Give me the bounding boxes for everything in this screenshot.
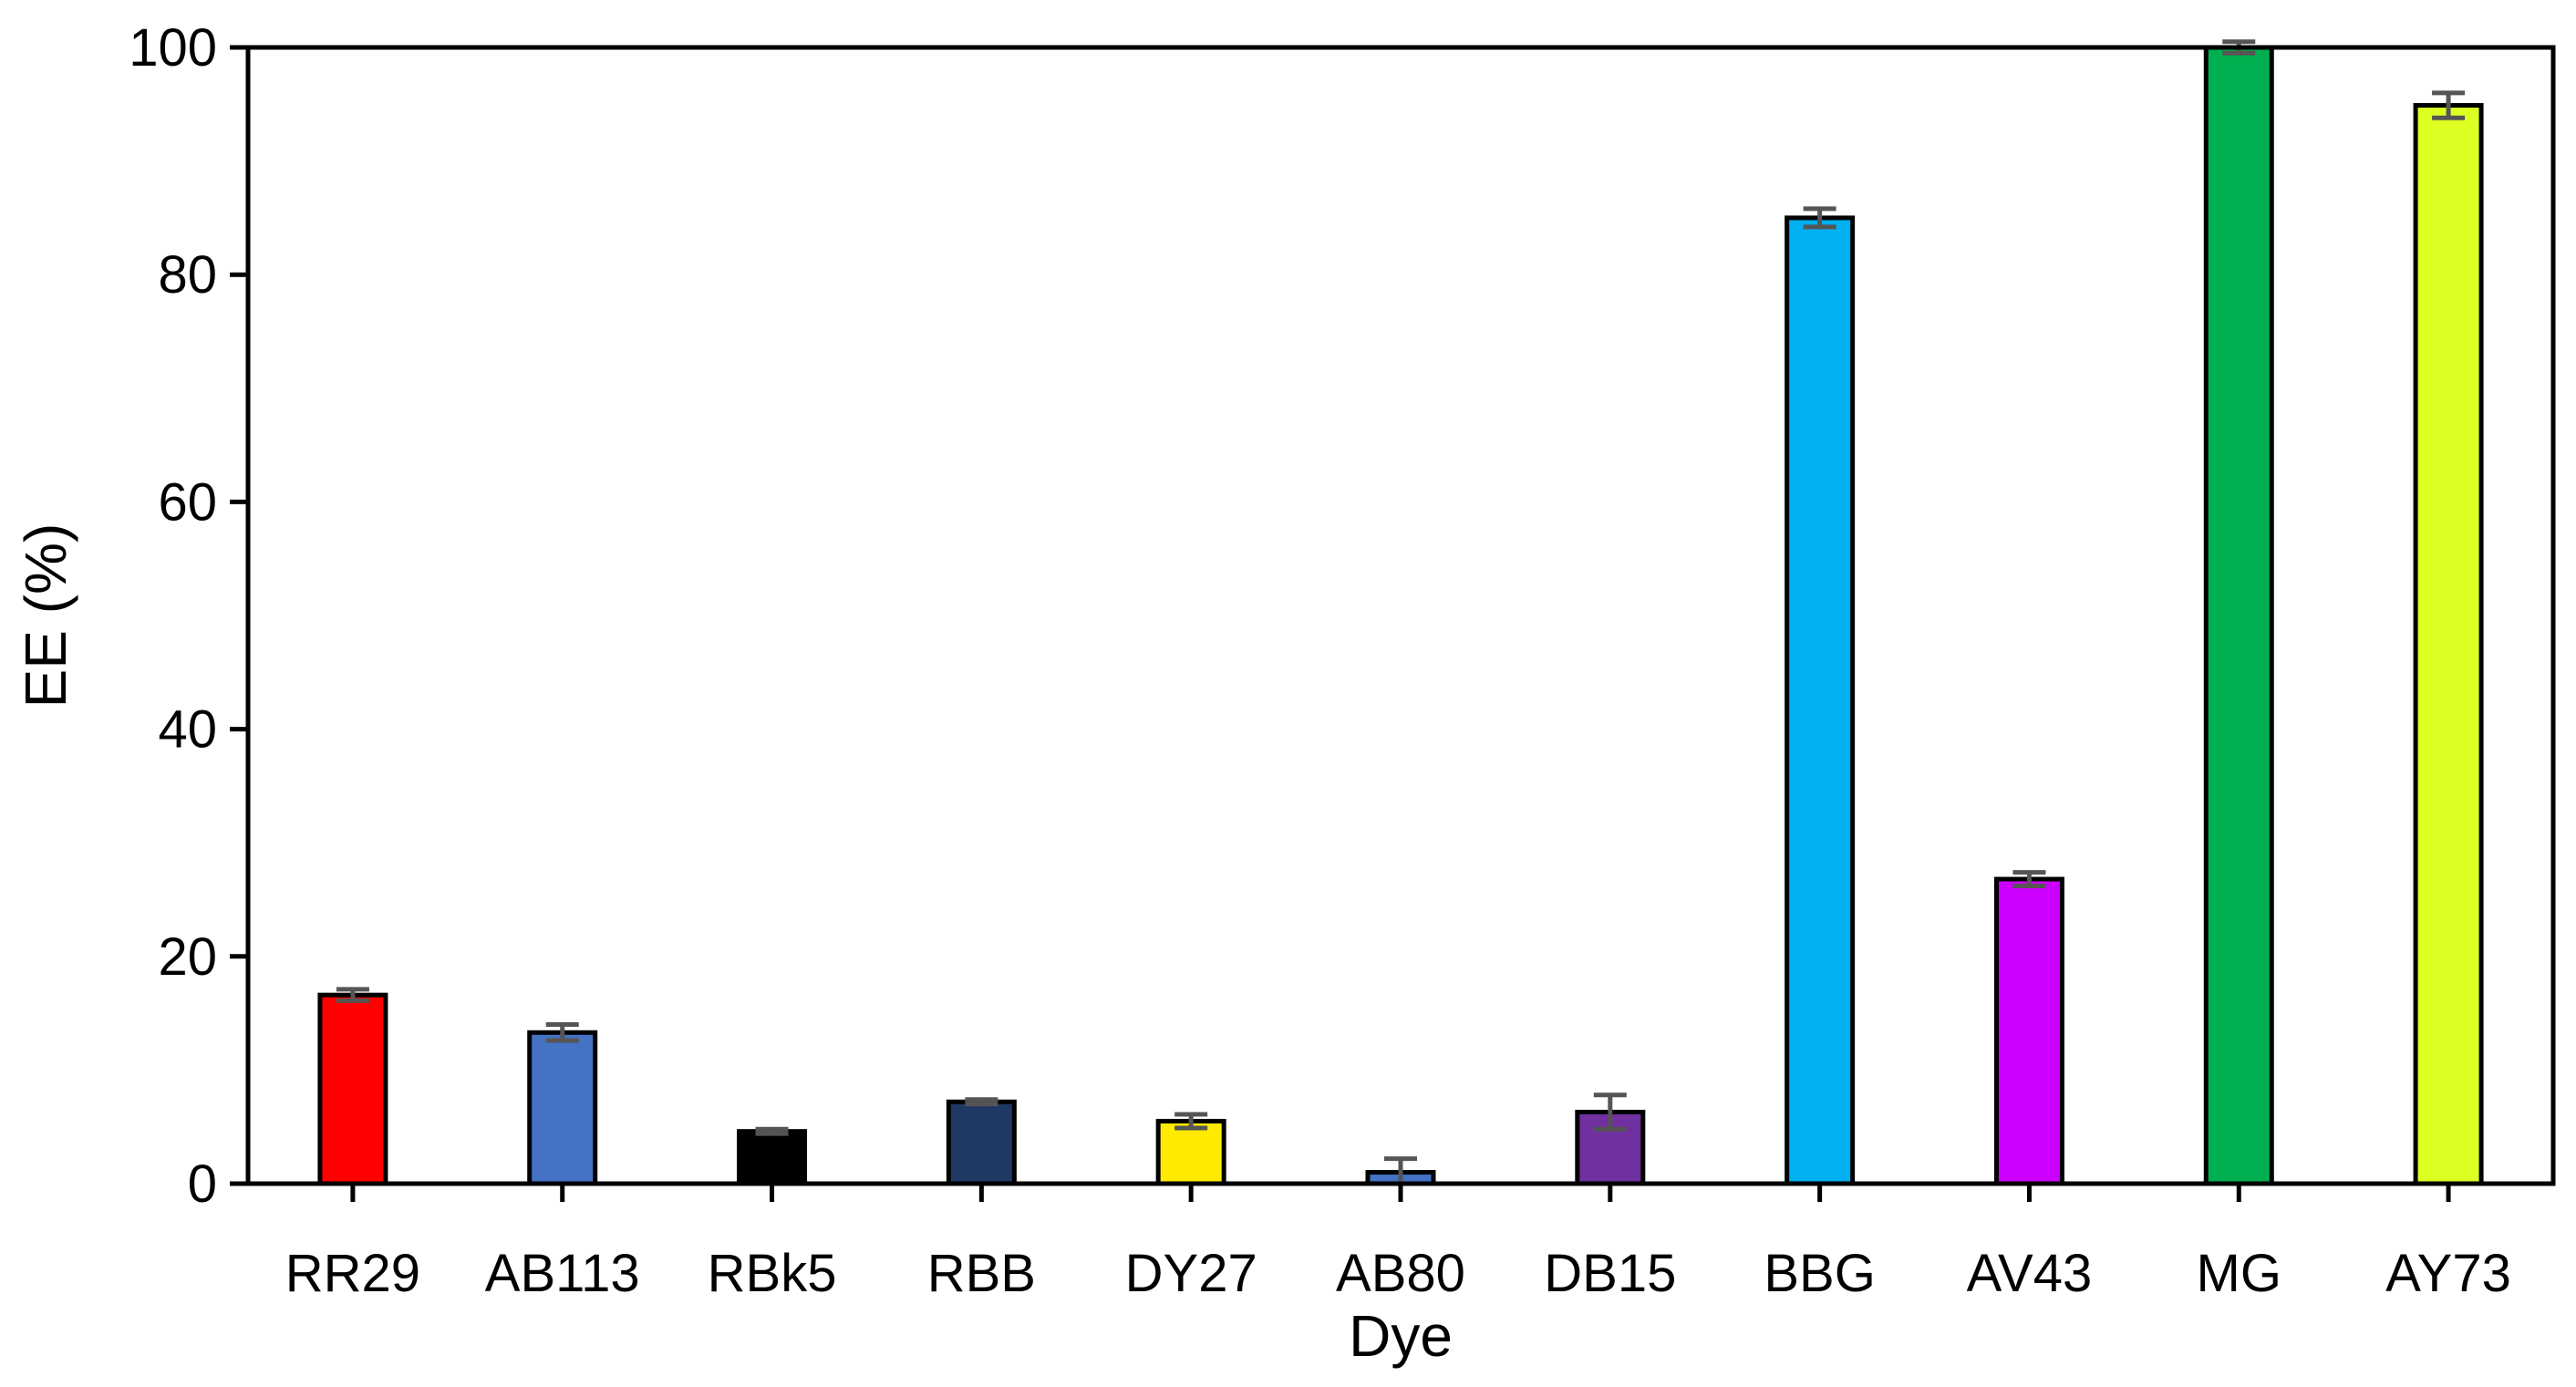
bar-ab113	[527, 1030, 598, 1186]
y-tick-label-20: 20	[158, 927, 217, 987]
error-bar-bbg	[1803, 206, 1836, 230]
bar-dy27	[1155, 1118, 1226, 1186]
bars-group	[317, 45, 2484, 1186]
bar-rbk5	[737, 1129, 808, 1186]
x-tick-label-ay73: AY73	[2385, 1244, 2511, 1303]
bar-rbb	[946, 1099, 1017, 1186]
x-tick-label-av43: AV43	[1967, 1244, 2093, 1303]
bar-mg	[2203, 45, 2274, 1186]
x-tick-label-rbk5: RBk5	[708, 1244, 837, 1303]
error-bar-db15	[1593, 1092, 1627, 1132]
x-tick-label-ab80: AB80	[1336, 1244, 1465, 1303]
x-tick-label-dy27: DY27	[1125, 1244, 1257, 1303]
error-bar-rbk5	[755, 1126, 789, 1136]
y-tick-label-60: 60	[158, 472, 217, 532]
x-tick-label-mg: MG	[2197, 1244, 2281, 1303]
error-bar-av43	[2012, 870, 2046, 889]
x-tick-label-rr29: RR29	[285, 1244, 420, 1303]
bar-rr29	[317, 992, 388, 1186]
x-tick-label-bbg: BBG	[1764, 1244, 1876, 1303]
x-tick-label-rbb: RBB	[927, 1244, 1036, 1303]
bar-ay73	[2413, 103, 2484, 1186]
y-tick-label-0: 0	[188, 1154, 217, 1214]
x-tick-label-ab113: AB113	[485, 1244, 640, 1303]
bar-bbg	[1785, 215, 1856, 1186]
error-bar-ay73	[2432, 90, 2466, 120]
x-axis-ticks: RR29 AB113 RBk5 RBB DY27 AB80 DB15 BBG AV43 MG AY7…	[285, 1184, 2511, 1303]
error-bar-ab113	[545, 1022, 579, 1043]
error-bars-group	[336, 39, 2466, 1186]
y-axis-title: EE (%)	[13, 523, 78, 709]
bar-av43	[1993, 876, 2064, 1186]
x-tick-label-db15: DB15	[1544, 1244, 1676, 1303]
y-tick-label-40: 40	[158, 700, 217, 760]
y-tick-label-100: 100	[129, 18, 217, 78]
error-bar-dy27	[1174, 1112, 1208, 1131]
x-axis-title: Dye	[1349, 1303, 1453, 1369]
y-axis-ticks: 0 20 40 60 80 100	[129, 18, 248, 1214]
error-bar-rbb	[965, 1097, 998, 1107]
y-tick-label-80: 80	[158, 245, 217, 305]
error-bar-rr29	[336, 987, 369, 1003]
